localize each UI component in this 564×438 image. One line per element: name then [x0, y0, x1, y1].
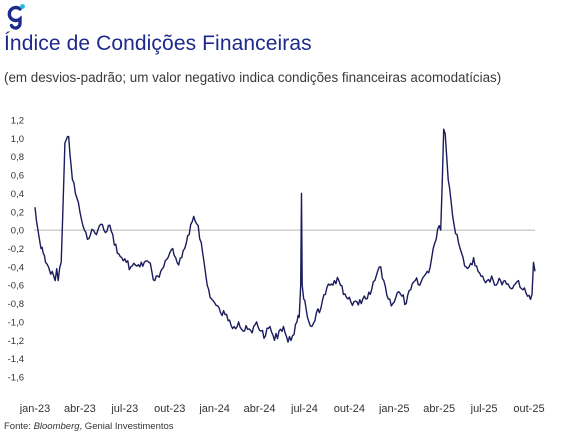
x-tick-label: jul-24 — [290, 403, 318, 414]
y-tick-label: 1,0 — [11, 134, 24, 145]
y-axis: 1,2 1,0 0,8 0,6 0,4 0,2 0,0 -0,2 -0,4 -0,6 -0,8 -1,… — [8, 116, 24, 384]
x-tick-label: jul-25 — [470, 403, 498, 414]
x-tick-label: jan-25 — [378, 403, 410, 414]
y-tick-label: -1,0 — [8, 317, 24, 328]
source-prefix: Fonte: — [4, 421, 31, 432]
y-tick-label: 1,2 — [11, 116, 24, 127]
source-rest: , Genial Investimentos — [79, 421, 174, 432]
chart-title: Índice de Condições Financeiras — [4, 32, 312, 55]
y-tick-label: 0,4 — [11, 189, 24, 200]
x-tick-label: abr-24 — [244, 403, 276, 414]
source-italic: Bloomberg — [33, 421, 80, 432]
y-tick-label: 0,2 — [11, 207, 24, 218]
x-axis: jan-23 abr-23 jul-23 out-23 jan-24 abr-24 jul-… — [19, 403, 545, 414]
financial-conditions-chart: 1,2 1,0 0,8 0,6 0,4 0,2 0,0 -0,2 -0,4 -0,6 -0,8 -1,… — [8, 116, 545, 415]
chart-subtitle: (em desvios-padrão; um valor negativo in… — [4, 70, 502, 85]
x-tick-label: out-25 — [513, 403, 544, 414]
y-tick-label: 0,6 — [11, 171, 24, 182]
x-tick-label: jan-24 — [198, 403, 230, 414]
series-line — [34, 128, 536, 343]
y-tick-label: -1,2 — [8, 336, 24, 347]
x-tick-label: out-23 — [154, 403, 185, 414]
y-tick-label: -1,6 — [8, 373, 24, 384]
y-tick-label: 0,8 — [11, 152, 24, 163]
y-tick-label: -0,4 — [8, 262, 24, 273]
y-tick-label: -0,2 — [8, 244, 24, 255]
x-tick-label: jul-23 — [110, 403, 138, 414]
x-tick-label: abr-25 — [423, 403, 455, 414]
genial-logo-icon — [7, 4, 25, 30]
y-tick-label: -1,4 — [8, 354, 24, 365]
y-tick-label: -0,6 — [8, 281, 24, 292]
x-tick-label: jan-23 — [19, 403, 51, 414]
source-note: Fonte: Bloomberg, Genial Investimentos — [4, 421, 174, 432]
x-tick-label: out-24 — [334, 403, 365, 414]
y-tick-label: -0,8 — [8, 299, 24, 310]
y-tick-label: 0,0 — [11, 226, 24, 237]
x-tick-label: abr-23 — [64, 403, 96, 414]
